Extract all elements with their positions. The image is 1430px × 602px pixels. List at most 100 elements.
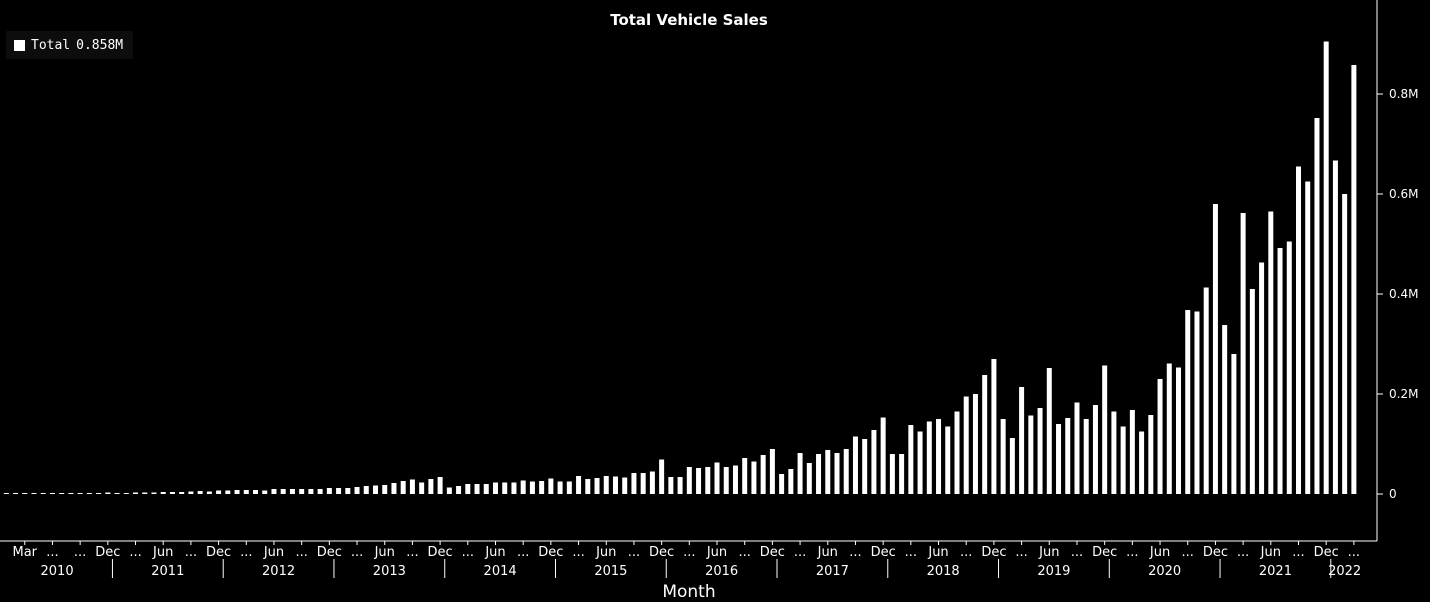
bar (1203, 287, 1209, 494)
x-month-label: ... (462, 545, 474, 560)
bar (1129, 410, 1135, 494)
bar (492, 482, 498, 494)
bar (68, 493, 74, 494)
x-month-label: Jun (1260, 545, 1281, 560)
bar (806, 463, 812, 494)
bar (225, 490, 231, 494)
bar (594, 478, 600, 494)
bar (1342, 194, 1348, 494)
bar (1037, 408, 1043, 494)
bar (123, 493, 129, 494)
bar (686, 467, 692, 494)
bar (1194, 311, 1200, 494)
bar (696, 468, 702, 494)
x-month-label: Dec (1314, 545, 1339, 560)
bar (382, 485, 388, 494)
bar (834, 453, 840, 494)
bar (326, 488, 332, 494)
bar (234, 490, 240, 494)
bar (216, 490, 222, 494)
bar (391, 483, 397, 494)
x-month-label: ... (1292, 545, 1304, 560)
bar (991, 359, 997, 494)
x-month-label: Dec (649, 545, 674, 560)
bar (1268, 211, 1274, 494)
bar (797, 453, 803, 494)
bar (77, 493, 83, 494)
bar (1083, 419, 1089, 494)
bar (1296, 166, 1301, 494)
bar (1139, 431, 1145, 494)
x-month-label: Jun (263, 545, 284, 560)
bar (825, 450, 831, 494)
x-month-label: ... (572, 545, 584, 560)
x-axis: Mar...... Dec... Jun... Dec... Jun... Dec... J… (12, 541, 1361, 579)
bar (1046, 368, 1052, 494)
bar (280, 489, 286, 494)
x-year-label: 2016 (705, 564, 738, 579)
legend-swatch (14, 39, 25, 51)
y-tick-label: 0.4M (1389, 287, 1418, 301)
bar (456, 486, 462, 494)
x-month-label: Mar (12, 545, 37, 560)
bar (31, 493, 37, 494)
bar (1102, 365, 1108, 494)
legend-value: 0.858M (76, 37, 124, 53)
x-year-label: 2010 (41, 564, 74, 579)
bar (188, 491, 194, 494)
x-month-label: ... (1348, 545, 1360, 560)
x-month-label: ... (74, 545, 86, 560)
x-month-label: ... (1126, 545, 1138, 560)
bar (40, 493, 46, 494)
bar (3, 493, 9, 494)
bar (1056, 424, 1062, 494)
legend: Total 0.858M (6, 31, 134, 59)
y-tick-label: 0.8M (1389, 87, 1418, 101)
y-tick-label: 0.6M (1389, 187, 1418, 201)
bar (659, 459, 665, 494)
bar (253, 490, 259, 494)
bar (86, 493, 92, 494)
bar (603, 476, 609, 494)
bar (437, 477, 443, 494)
bar (354, 487, 360, 494)
bar (1259, 262, 1265, 494)
bar (1332, 160, 1338, 494)
bar (142, 492, 148, 494)
bar (963, 396, 969, 494)
x-axis-title: Month (662, 582, 715, 602)
bar (419, 482, 425, 494)
bar (1176, 367, 1182, 494)
bar (289, 489, 295, 494)
bar (502, 482, 508, 494)
x-year-label: 2020 (1148, 564, 1181, 579)
bar (677, 477, 683, 494)
bar (59, 493, 65, 494)
x-month-label: ... (628, 545, 640, 560)
bar (400, 481, 406, 494)
bar (926, 421, 932, 494)
bar (243, 490, 249, 494)
bar (852, 436, 858, 494)
x-month-label: ... (905, 545, 917, 560)
bar (409, 479, 415, 494)
x-month-label: Dec (206, 545, 231, 560)
x-month-label: Jun (927, 545, 948, 560)
x-year-label: 2012 (262, 564, 295, 579)
bar (22, 493, 28, 494)
x-year-label: 2014 (484, 564, 517, 579)
bar (1092, 405, 1098, 494)
x-month-label: Jun (374, 545, 395, 560)
bar (612, 476, 618, 494)
x-year-label: 2022 (1328, 564, 1361, 579)
bar (649, 471, 655, 494)
bar (751, 461, 757, 494)
bar (742, 458, 748, 494)
x-month-label: ... (1182, 545, 1194, 560)
bar (1314, 118, 1320, 494)
bar (1249, 289, 1255, 494)
x-month-label: ... (129, 545, 141, 560)
x-month-label: Jun (484, 545, 505, 560)
bars (3, 41, 1357, 494)
legend-label: Total (31, 37, 71, 53)
